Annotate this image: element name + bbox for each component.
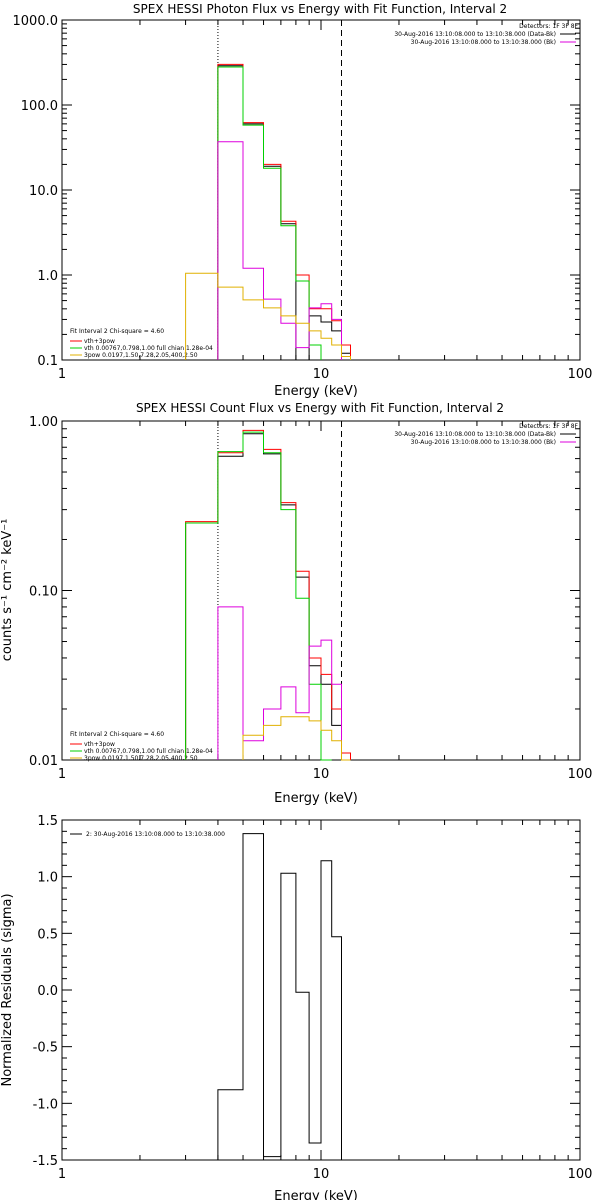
count-flux-series-magenta: [217, 606, 342, 760]
count-flux-x-tick-label: 10: [313, 767, 330, 782]
count-flux-y-tick-label: 1.00: [29, 415, 58, 430]
photon-flux-y-tick-label: 100.0: [21, 99, 58, 114]
photon-flux-detectors: Detectors: 1F 3F 8F: [519, 23, 578, 30]
count-flux-time-data: 30-Aug-2016 13:10:08.000 to 13:10:38.000…: [394, 431, 556, 438]
photon-flux-legend-label: 3pow 0.0197,1.50,7.28,2.05,400,2.50: [84, 352, 198, 359]
photon-flux-time-bk: 30-Aug-2016 13:10:08.000 to 13:10:38.000…: [411, 39, 556, 46]
count-flux-legend-label: 3pow 0.0197,1.50,7.28,2.05,400,2.50: [84, 755, 198, 762]
residuals-y-tick-label: 1.5: [37, 814, 58, 829]
residuals-y-tick-label: 0.0: [37, 984, 58, 999]
count-flux-x-tick-label: 1: [58, 767, 66, 782]
residuals-y-tick-label: -1.0: [33, 1097, 58, 1112]
count-flux-xlabel: Energy (keV): [274, 791, 358, 806]
count-flux-title: SPEX HESSI Count Flux vs Energy with Fit…: [136, 401, 504, 415]
residuals-ylabel: Normalized Residuals (sigma): [0, 893, 15, 1086]
photon-flux-series-magenta: [217, 141, 342, 360]
residuals-xlabel: Energy (keV): [274, 1189, 358, 1200]
count-flux-y-tick-label: 0.01: [29, 754, 58, 769]
photon-flux-series-yellow: [185, 272, 351, 360]
photon-flux-x-tick-label: 10: [313, 367, 330, 382]
residuals-y-tick-label: 0.5: [37, 927, 58, 942]
count-flux-fit-header: Fit Interval 2 Chi-square = 4.60: [70, 731, 164, 738]
photon-flux-x-tick-label: 1: [58, 367, 66, 382]
residuals-y-tick-label: -0.5: [33, 1041, 58, 1056]
photon-flux-legend-label: vth+3pow: [84, 338, 115, 345]
count-flux-panel: SPEX HESSI Count Flux vs Energy with Fit…: [0, 401, 592, 806]
photon-flux-x-tick-label: 100: [568, 367, 593, 382]
residuals-x-tick-label: 100: [568, 1167, 593, 1182]
count-flux-x-tick-label: 100: [568, 767, 593, 782]
count-flux-legend-label: vth 0.00767,0.798,1.00 full chian 1.28e-…: [84, 748, 213, 755]
count-flux-series-red: [185, 429, 351, 760]
residuals-panel: Energy (keV) Normalized Residuals (sigma…: [0, 814, 592, 1200]
count-flux-legend-label: vth+3pow: [84, 741, 115, 748]
photon-flux-fit-header: Fit Interval 2 Chi-square = 4.60: [70, 328, 164, 335]
photon-flux-y-tick-label: 1000.0: [13, 14, 59, 29]
photon-flux-panel: SPEX HESSI Photon Flux vs Energy with Fi…: [13, 2, 593, 399]
photon-flux-y-tick-label: 10.0: [29, 184, 58, 199]
photon-flux-title: SPEX HESSI Photon Flux vs Energy with Fi…: [133, 2, 507, 16]
photon-flux-legend-label: vth 0.00767,0.798,1.00 full chian 1.28e-…: [84, 345, 213, 352]
residuals-series-black: [217, 833, 342, 1160]
count-flux-y-tick-label: 0.10: [29, 585, 58, 600]
residuals-legend-label: 2: 30-Aug-2016 13:10:08.000 to 13:10:38.…: [86, 831, 225, 838]
residuals-y-tick-label: -1.5: [33, 1154, 58, 1169]
count-flux-series-green: [185, 431, 332, 761]
photon-flux-y-tick-label: 1.0: [37, 269, 58, 284]
count-flux-time-bk: 30-Aug-2016 13:10:08.000 to 13:10:38.000…: [411, 439, 556, 446]
residuals-y-tick-label: 1.0: [37, 871, 58, 886]
photon-flux-series-green: [217, 66, 322, 360]
photon-flux-time-data: 30-Aug-2016 13:10:08.000 to 13:10:38.000…: [394, 31, 556, 38]
photon-flux-y-tick-label: 0.1: [37, 354, 58, 369]
count-flux-detectors: Detectors: 1F 3F 8F: [519, 423, 578, 430]
residuals-x-tick-label: 10: [313, 1167, 330, 1182]
count-flux-series-black: [185, 433, 351, 761]
count-flux-series-yellow: [242, 716, 351, 761]
residuals-x-tick-label: 1: [58, 1167, 66, 1182]
photon-flux-xlabel: Energy (keV): [274, 384, 358, 399]
count-flux-ylabel: counts s⁻¹ cm⁻² keV⁻¹: [0, 519, 15, 662]
